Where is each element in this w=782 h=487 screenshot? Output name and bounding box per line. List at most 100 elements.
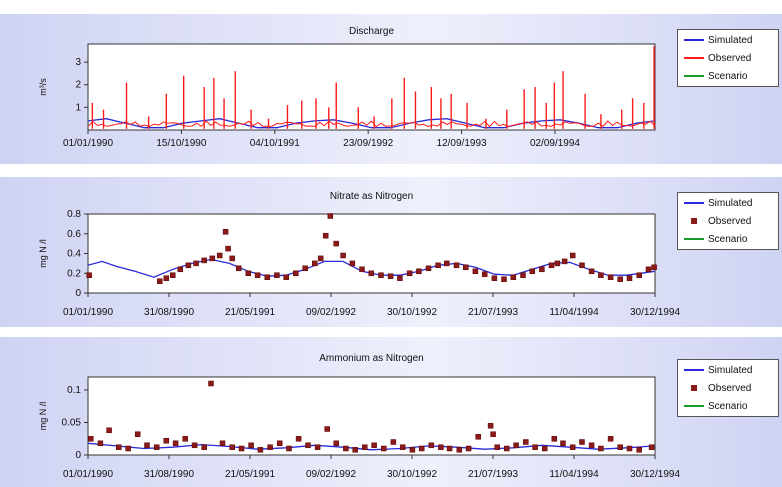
observed-point (626, 445, 633, 452)
observed-point (343, 445, 349, 452)
observed-point (416, 268, 422, 275)
observed-swatch (684, 218, 704, 224)
observed-baseline (87, 120, 656, 128)
ammonium-legend: Simulated Observed Scenario (677, 359, 779, 417)
observed-point (274, 272, 280, 278)
y-tick-label: 0.6 (67, 229, 81, 240)
observed-swatch (684, 385, 704, 391)
observed-point (333, 240, 339, 247)
observed-point (225, 245, 231, 252)
ammonium-chart: Ammonium as Nitrogen mg N /l 0 0.05 0.1 01/01… (38, 353, 680, 480)
observed-point (201, 444, 207, 450)
legend-entry-observed: Observed (678, 50, 778, 66)
y-tick-label: 0 (75, 288, 81, 299)
observed-point (264, 274, 271, 280)
observed-point (283, 274, 289, 280)
observed-point (235, 265, 242, 272)
legend-entry-simulated: Simulated (678, 32, 778, 48)
observed-point (494, 444, 500, 450)
observed-point (106, 427, 112, 434)
observed-point (134, 431, 141, 437)
observed-point (651, 264, 657, 271)
nitrate-chart: Nitrate as Nitrogen mg N /l 0 0.2 0.4 0.6 0.8 0… (38, 191, 680, 318)
observed-point (490, 431, 496, 437)
observed-point (399, 444, 406, 450)
legend-entry-simulated: Simulated (678, 195, 778, 211)
observed-point (529, 268, 536, 275)
legend-label: Simulated (708, 364, 753, 376)
y-tick-label: 1 (75, 102, 81, 113)
legend-label: Scenario (708, 400, 748, 412)
series-line-simulated (87, 118, 656, 129)
legend-label: Scenario (708, 233, 748, 245)
observed-point (163, 275, 170, 281)
observed-point (397, 275, 403, 281)
observed-point (229, 444, 235, 450)
observed-point (201, 257, 207, 264)
x-tick-label: 11/04/1994 (549, 469, 599, 480)
y-tick-label: 2 (75, 80, 81, 91)
observed-point (617, 276, 623, 282)
observed-point (191, 442, 198, 449)
series-line-simulated (87, 442, 656, 451)
observed-point (317, 255, 324, 262)
observed-point (324, 426, 330, 432)
legend-entry-observed: Observed (678, 213, 778, 229)
y-axis-label: mg N /l (38, 402, 48, 431)
y-axis-label: m³/s (38, 78, 48, 96)
discharge-legend: Simulated Observed Scenario (677, 29, 779, 87)
observed-point (554, 260, 561, 267)
observed-point (387, 273, 394, 279)
panel-separator (0, 165, 782, 167)
legend-label: Observed (708, 215, 752, 227)
observed-point (598, 272, 604, 278)
x-tick-label: 31/08/1990 (144, 307, 194, 318)
observed-point (425, 265, 432, 272)
x-tick-label: 21/07/1993 (468, 307, 518, 318)
observed-point (523, 439, 529, 445)
observed-point (636, 447, 642, 453)
observed-point (216, 252, 223, 259)
observed-point (305, 442, 311, 449)
observed-point (88, 436, 94, 442)
observed-point (381, 445, 387, 452)
x-tick-label: 31/08/1990 (144, 469, 194, 480)
y-tick-label: 3 (75, 57, 81, 68)
observed-swatch (684, 57, 704, 59)
observed-point (238, 445, 245, 452)
observed-point (314, 444, 321, 450)
observed-point (645, 266, 652, 273)
x-tick-label: 09/02/1992 (306, 469, 356, 480)
y-tick-label: 0.2 (67, 268, 81, 279)
observed-point (229, 255, 235, 262)
observed-point (636, 272, 642, 278)
y-tick-label: 0 (75, 450, 81, 461)
x-tick-label: 21/05/1991 (225, 307, 275, 318)
plot-area (87, 213, 656, 294)
observed-point (539, 266, 545, 273)
x-tick-label: 21/05/1991 (225, 469, 275, 480)
observed-point (248, 442, 254, 449)
observed-point (312, 260, 318, 267)
observed-point (444, 260, 450, 267)
observed-point (302, 265, 308, 272)
observed-point (245, 270, 252, 277)
observed-point (438, 444, 444, 450)
observed-point (465, 445, 472, 452)
x-tick-label: 12/09/1993 (437, 138, 487, 149)
observed-point (209, 255, 216, 262)
observed-point (254, 272, 261, 278)
observed-point (510, 274, 517, 280)
observed-point (163, 437, 170, 444)
observed-point (418, 445, 425, 452)
x-tick-label: 23/09/1992 (343, 138, 393, 149)
observed-point (409, 447, 416, 453)
observed-point (504, 445, 510, 452)
legend-entry-scenario: Scenario (678, 231, 778, 247)
observed-point (588, 442, 595, 449)
observed-point (561, 258, 568, 265)
observed-point (569, 252, 576, 259)
legend-label: Observed (708, 382, 752, 394)
x-tick-label: 21/07/1993 (468, 469, 518, 480)
discharge-panel: Discharge m³/s 1 2 3 01/01/1990 15/10/1990 04/1… (0, 14, 782, 164)
